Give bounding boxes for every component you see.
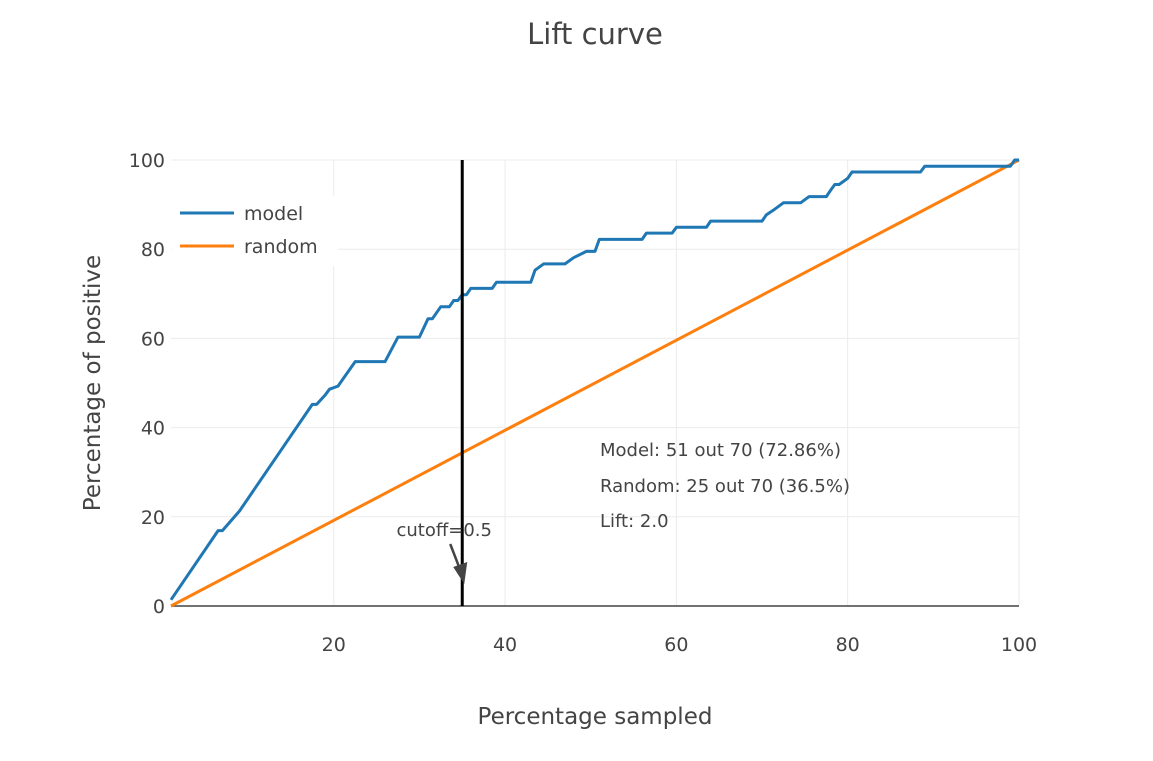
series-lines <box>169 158 1020 608</box>
legend: model random <box>172 196 338 266</box>
y-tick-label: 20 <box>141 507 165 529</box>
cutoff-label: cutoff=0.5 <box>396 520 491 541</box>
x-axis-label: Percentage sampled <box>478 704 713 730</box>
x-tick-label: 40 <box>493 634 517 656</box>
annotation-random: Random: 25 out 70 (36.5%) <box>600 476 850 497</box>
x-tick-label: 60 <box>664 634 688 656</box>
legend-label-model: model <box>244 203 303 225</box>
series-line-random <box>170 158 1020 608</box>
series-line-model <box>169 158 1019 601</box>
y-axis-label: Percentage of positive <box>80 255 106 511</box>
cutoff-arrow-head <box>453 562 468 584</box>
x-tick-label: 20 <box>322 634 346 656</box>
x-tick-label: 80 <box>836 634 860 656</box>
y-tick-label: 100 <box>129 150 165 172</box>
legend-label-random: random <box>244 236 318 258</box>
lift-annotation: Model: 51 out 70 (72.86%) Random: 25 out… <box>600 440 850 532</box>
y-tick-label: 40 <box>141 418 165 440</box>
cutoff-marker: cutoff=0.5 <box>396 160 492 606</box>
annotation-lift: Lift: 2.0 <box>600 511 669 532</box>
y-tick-label: 60 <box>141 328 165 350</box>
x-tick-label: 100 <box>1001 634 1037 656</box>
chart-title: Lift curve <box>527 17 663 51</box>
tick-labels: 20 40 60 80 100 0 20 40 60 80 100 <box>129 150 1037 656</box>
y-tick-label: 0 <box>153 596 165 618</box>
y-tick-label: 80 <box>141 239 165 261</box>
annotation-model: Model: 51 out 70 (72.86%) <box>600 440 841 461</box>
legend-background <box>172 196 338 266</box>
